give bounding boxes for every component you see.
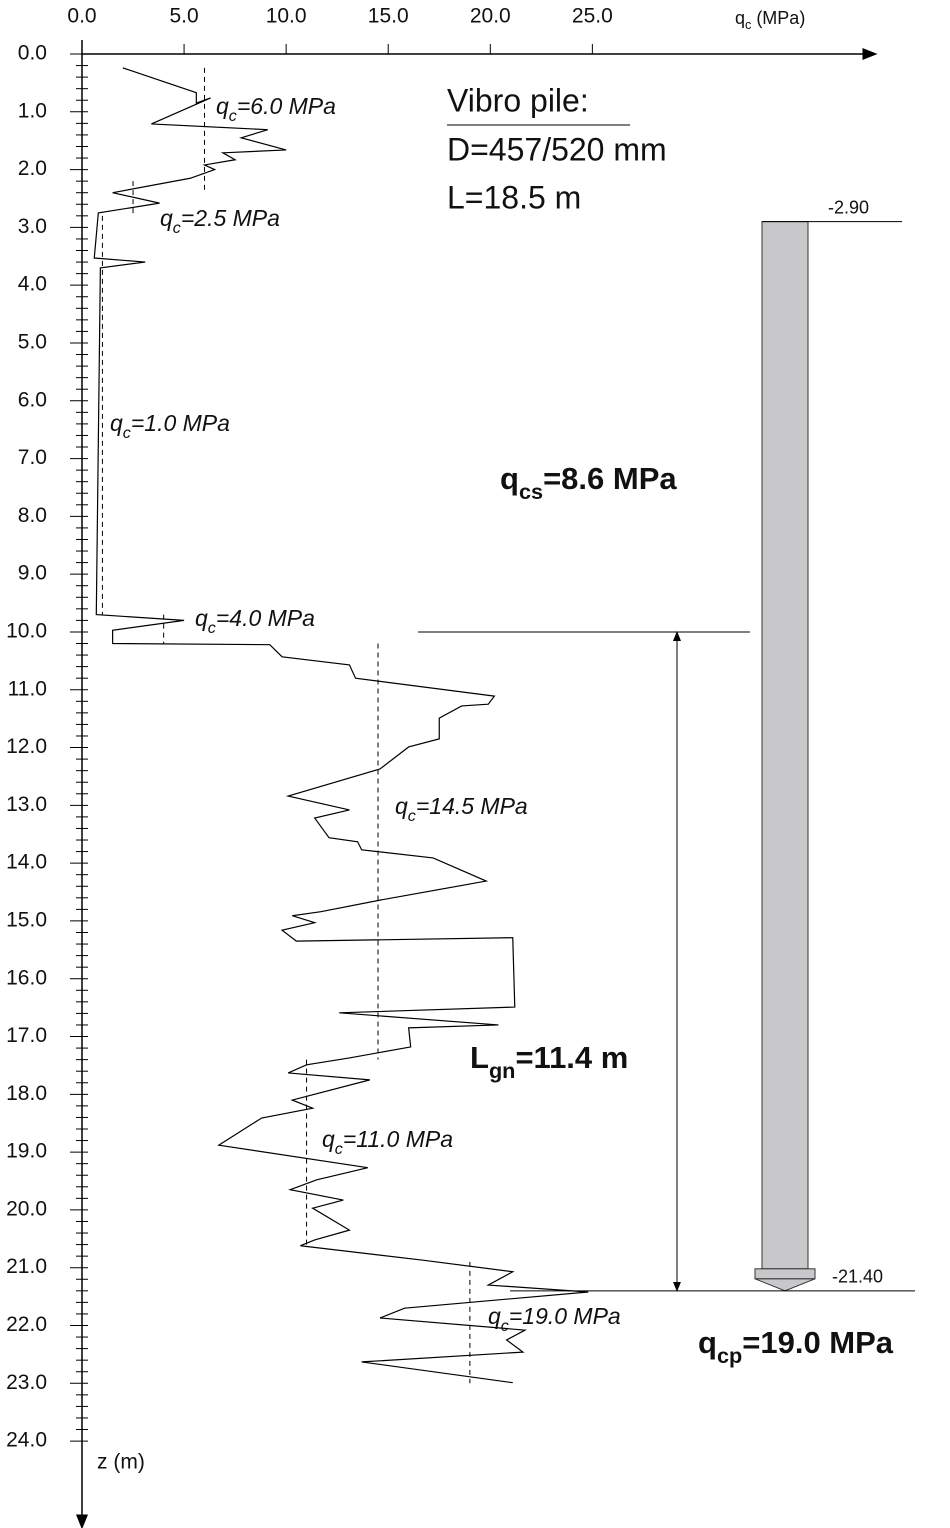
qcs-label-symbol: q xyxy=(500,461,519,496)
pile-top-label: -2.90 xyxy=(828,197,869,217)
average-label-sub: c xyxy=(123,424,131,442)
average-label: qc=1.0 MPa xyxy=(110,410,230,442)
x-tick-label: 5.0 xyxy=(169,5,198,28)
x-tick-label: 20.0 xyxy=(470,5,511,28)
y-tick-label: 1.0 xyxy=(18,99,47,122)
y-tick-label: 18.0 xyxy=(6,1082,47,1105)
average-label-symbol: q xyxy=(216,93,229,119)
average-label-symbol: q xyxy=(110,410,123,436)
average-label-symbol: q xyxy=(395,793,408,819)
pile-shaft xyxy=(761,221,809,1270)
x-axis-label: qc (MPa) xyxy=(735,8,805,33)
average-label-symbol: q xyxy=(160,205,173,231)
qcs-label: qcs=8.6 MPa xyxy=(500,461,677,504)
average-label-symbol: q xyxy=(195,605,208,631)
y-tick-label: 16.0 xyxy=(6,966,47,989)
average-label: qc=2.5 MPa xyxy=(160,205,280,237)
average-label-rest: =11.0 MPa xyxy=(343,1126,453,1152)
x-tick-label: 15.0 xyxy=(368,5,409,28)
y-tick-label: 14.0 xyxy=(6,851,47,874)
y-tick-label: 24.0 xyxy=(6,1429,47,1452)
y-tick-label: 20.0 xyxy=(6,1197,47,1220)
average-label-sub: c xyxy=(335,1140,343,1158)
qcs-label-sub: cs xyxy=(519,479,543,504)
x-axis-label-sub: c xyxy=(745,18,751,32)
y-tick-label: 22.0 xyxy=(6,1313,47,1336)
y-axis-label: z (m) xyxy=(97,1451,145,1474)
pile-tip-label: -21.40 xyxy=(832,1267,883,1287)
average-label: qc=14.5 MPa xyxy=(395,793,528,825)
qcp-label: qcp=19.0 MPa xyxy=(698,1325,894,1368)
average-label-rest: =14.5 MPa xyxy=(416,793,528,819)
average-label-sub: c xyxy=(229,107,237,125)
x-axis-label-symbol: q xyxy=(735,8,745,28)
y-tick-label: 4.0 xyxy=(18,273,47,296)
pile-point xyxy=(754,1278,816,1292)
lgn-label: Lgn=11.4 m xyxy=(470,1040,628,1083)
average-label-rest: =19.0 MPa xyxy=(509,1303,621,1329)
average-label: qc=4.0 MPa xyxy=(195,605,315,637)
average-label: qc=6.0 MPa xyxy=(216,93,336,125)
x-tick-label: 10.0 xyxy=(266,5,307,28)
pile-spec: D=457/520 mm xyxy=(447,131,667,167)
lgn-label-sub: gn xyxy=(489,1058,516,1083)
average-label-sub: c xyxy=(501,1317,509,1335)
pile-spec: L=18.5 m xyxy=(447,179,581,215)
y-tick-label: 11.0 xyxy=(8,677,47,700)
x-axis-label-rest: (MPa) xyxy=(751,8,805,28)
average-label-sub: c xyxy=(208,619,216,637)
lgn-label-symbol: L xyxy=(470,1040,489,1075)
average-label: qc=11.0 MPa xyxy=(322,1126,453,1158)
y-tick-label: 7.0 xyxy=(18,446,47,469)
y-tick-label: 9.0 xyxy=(18,562,47,585)
average-label-rest: =1.0 MPa xyxy=(131,410,230,436)
y-tick-label: 8.0 xyxy=(18,504,47,527)
x-tick-label: 25.0 xyxy=(572,5,613,28)
x-tick-label: 0.0 xyxy=(67,5,96,28)
y-tick-label: 2.0 xyxy=(18,157,47,180)
y-tick-label: 15.0 xyxy=(6,908,47,931)
average-label: qc=19.0 MPa xyxy=(488,1303,621,1335)
qcp-label-rest: =19.0 MPa xyxy=(742,1325,894,1360)
lgn-label-rest: =11.4 m xyxy=(515,1040,628,1075)
y-tick-label: 19.0 xyxy=(6,1140,47,1163)
cpt-profile xyxy=(93,67,589,1384)
y-tick-label: 21.0 xyxy=(6,1255,47,1278)
average-label-sub: c xyxy=(408,807,416,825)
average-label-symbol: q xyxy=(322,1126,335,1152)
y-tick-label: 17.0 xyxy=(6,1024,47,1047)
average-label-sub: c xyxy=(173,219,181,237)
average-label-symbol: q xyxy=(488,1303,501,1329)
average-label-rest: =2.5 MPa xyxy=(181,205,280,231)
y-tick-label: 6.0 xyxy=(18,388,47,411)
pile-base xyxy=(754,1268,816,1280)
average-label-rest: =4.0 MPa xyxy=(216,605,315,631)
pile-title: Vibro pile: xyxy=(447,82,589,118)
y-tick-label: 13.0 xyxy=(6,793,47,816)
y-tick-label: 23.0 xyxy=(6,1371,47,1394)
y-tick-label: 5.0 xyxy=(18,331,47,354)
y-tick-label: 0.0 xyxy=(18,42,47,65)
qcp-label-symbol: q xyxy=(698,1325,717,1360)
qcp-label-sub: cp xyxy=(717,1343,742,1368)
y-tick-label: 3.0 xyxy=(18,215,47,238)
y-tick-label: 10.0 xyxy=(6,619,47,642)
qcs-label-rest: =8.6 MPa xyxy=(543,461,677,496)
average-label-rest: =6.0 MPa xyxy=(237,93,336,119)
y-tick-label: 12.0 xyxy=(6,735,47,758)
